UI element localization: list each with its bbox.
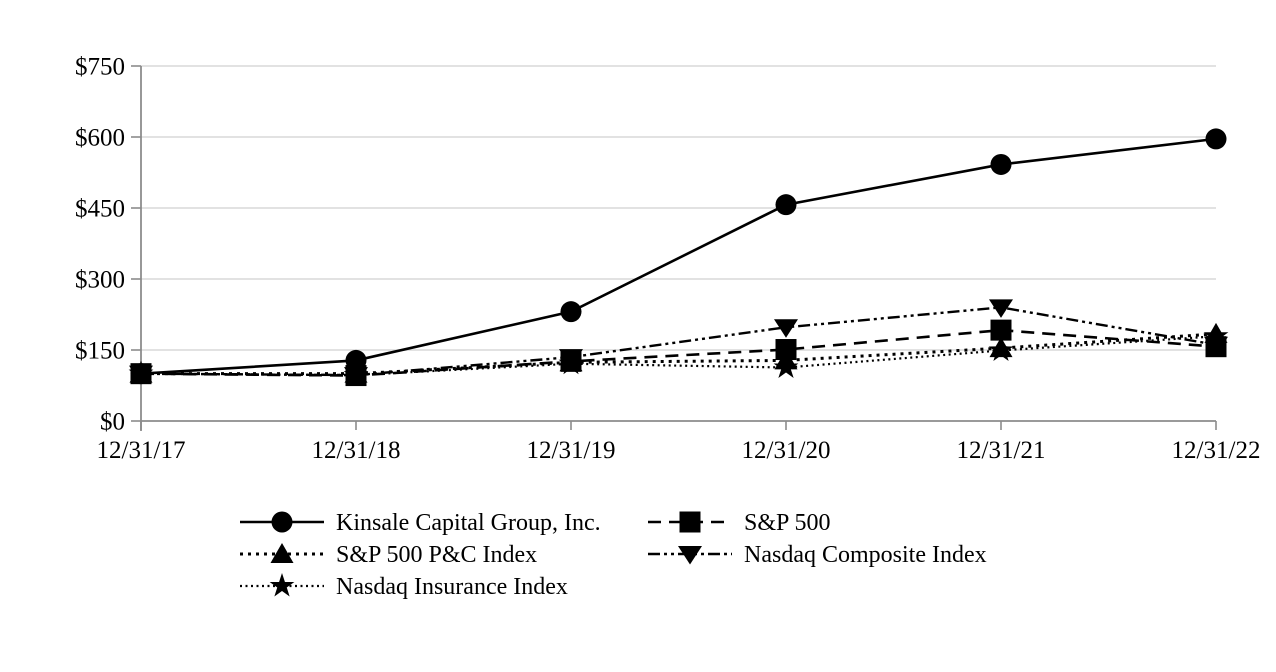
y-axis-tick-label: $300 — [75, 267, 125, 294]
gridlines — [141, 65, 1216, 351]
star-marker — [128, 360, 154, 385]
star-marker — [773, 354, 799, 379]
star-marker — [1203, 323, 1229, 347]
star-marker — [558, 350, 584, 375]
series-markers-kinsale-capital-group-inc — [130, 128, 1227, 385]
line-nasdaq-insurance-index — [140, 335, 1217, 377]
line-s-p-500-p-c-index — [141, 332, 1217, 376]
triangle-down-marker — [989, 299, 1013, 318]
x-axis-tick-label: 12/31/21 — [957, 437, 1046, 464]
star-marker — [988, 337, 1014, 361]
legend-label: S&P 500 P&C Index — [336, 542, 537, 568]
legend-triangle-down-icon — [678, 546, 702, 565]
legend-square-icon — [679, 511, 701, 533]
series-line-nasdaq-insurance-index — [140, 335, 1217, 377]
circle-marker — [560, 301, 582, 323]
line-kinsale-capital-group-inc — [140, 137, 1217, 375]
legend-star-icon — [269, 573, 295, 597]
legend-item-nasdaq-insurance-index: Nasdaq Insurance Index — [240, 573, 568, 600]
circle-marker — [1205, 128, 1227, 150]
legend: Kinsale Capital Group, Inc. S&P 500 S&P 50… — [240, 510, 987, 600]
x-axis-tick-label: 12/31/17 — [97, 437, 186, 464]
series-markers-nasdaq-insurance-index — [128, 323, 1229, 386]
series-line-kinsale-capital-group-inc — [140, 137, 1217, 375]
x-axis-tick-label: 12/31/22 — [1172, 437, 1261, 464]
series-line-s-p-500-p-c-index — [141, 332, 1217, 376]
legend-label: Kinsale Capital Group, Inc. — [336, 510, 601, 536]
legend-label: S&P 500 — [744, 510, 830, 536]
legend-item-s-p-500-p-c-index: S&P 500 P&C Index — [240, 542, 537, 568]
x-axis-tick-label: 12/31/19 — [527, 437, 616, 464]
y-axis-tick-label: $600 — [75, 125, 125, 152]
line-s-p-500 — [140, 328, 1217, 377]
y-axis-tick-label: $450 — [75, 196, 125, 223]
square-marker — [990, 319, 1012, 341]
y-axis-tick-label: $150 — [75, 338, 125, 365]
circle-marker — [775, 194, 797, 216]
circle-marker — [990, 153, 1012, 175]
x-axis-tick-label: 12/31/20 — [742, 437, 831, 464]
line-nasdaq-composite-index — [140, 306, 1217, 377]
y-axis: $0 $150 $300 $450 $600 $750 — [75, 54, 142, 436]
x-axis: 12/31/17 12/31/18 12/31/19 12/31/20 12/31/21… — [97, 420, 1261, 464]
series-line-nasdaq-composite-index — [140, 306, 1217, 377]
legend-circle-icon — [271, 511, 293, 533]
x-axis-tick-label: 12/31/18 — [312, 437, 401, 464]
legend-item-nasdaq-composite-index: Nasdaq Composite Index — [648, 542, 987, 568]
triangle-down-marker — [774, 319, 798, 338]
star-marker — [343, 362, 369, 386]
series-line-s-p-500 — [140, 328, 1217, 377]
legend-item-kinsale-capital-group-inc: Kinsale Capital Group, Inc. — [240, 510, 601, 536]
legend-item-s-p-500: S&P 500 — [648, 510, 830, 536]
legend-label: Nasdaq Insurance Index — [336, 574, 568, 600]
y-axis-tick-label: $0 — [100, 409, 125, 436]
legend-label: Nasdaq Composite Index — [744, 542, 987, 568]
y-axis-tick-label: $750 — [75, 54, 125, 81]
legend-triangle-up-icon — [270, 543, 294, 563]
triangle-down-marker — [1204, 336, 1228, 356]
